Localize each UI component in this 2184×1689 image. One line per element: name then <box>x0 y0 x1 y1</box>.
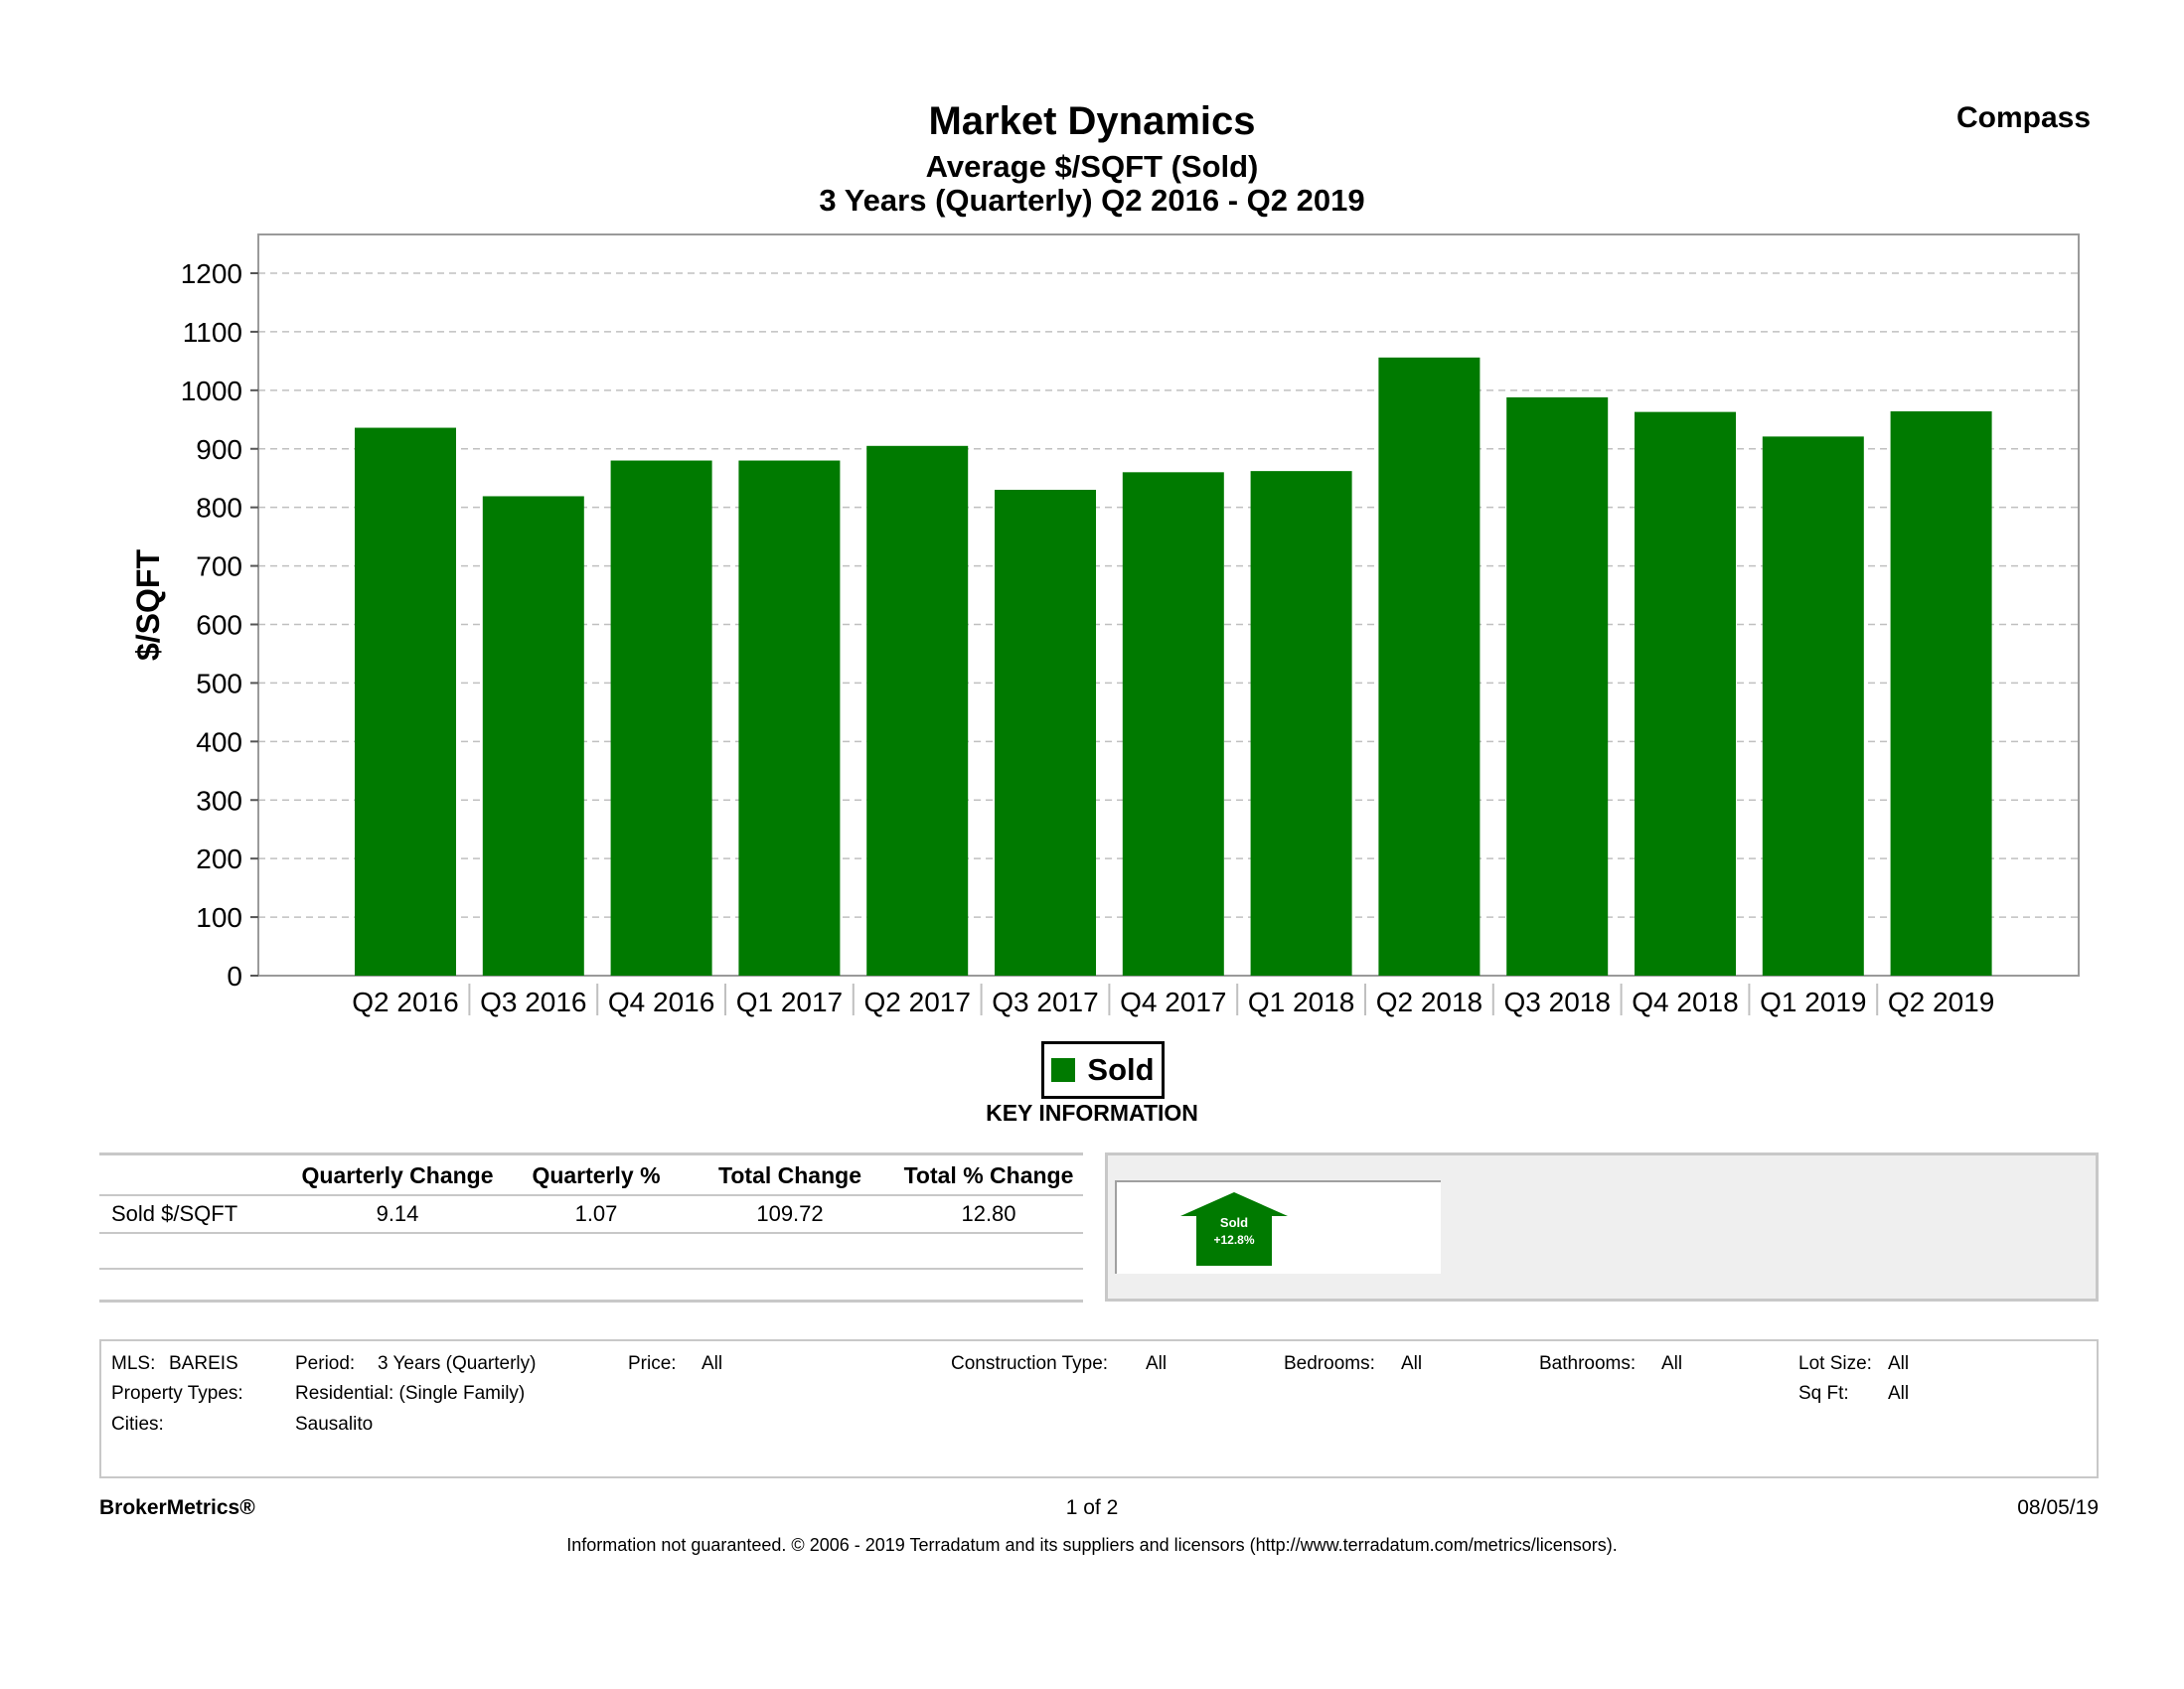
bedrooms-label: Bedrooms: <box>1284 1353 1375 1374</box>
legend-label-sold: Sold <box>1087 1052 1155 1087</box>
bar-q3-2016 <box>482 496 584 976</box>
period-label: Period: <box>295 1353 356 1374</box>
bar-q4-2016 <box>610 460 712 976</box>
key-information-heading: KEY INFORMATION <box>986 1100 1198 1126</box>
x-tick-label: Q2 2016 <box>352 987 458 1017</box>
change-badge-area: Sold +12.8% <box>1115 1180 1441 1274</box>
y-tick-label: 200 <box>196 844 242 874</box>
property-types-value: Residential: (Single Family) <box>295 1383 526 1404</box>
search-criteria-box: MLS: BAREIS Period: 3 Years (Quarterly) … <box>99 1339 2099 1478</box>
y-tick-label: 1200 <box>181 258 242 289</box>
y-tick-label: 700 <box>196 551 242 582</box>
bar-q3-2017 <box>995 489 1096 976</box>
col-quarterly-percent: Quarterly % <box>532 1162 661 1188</box>
chart-legend: Sold <box>1041 1041 1165 1099</box>
x-tick-label: Q1 2018 <box>1248 987 1354 1017</box>
badge-label: Sold <box>1220 1215 1248 1230</box>
disclaimer: Information not guaranteed. © 2006 - 201… <box>566 1535 1618 1555</box>
y-tick-label: 1000 <box>181 376 242 406</box>
bar-chart: 0 100 200 300 400 500 600 700 800 900 1000 1100 1200… <box>130 233 2080 1017</box>
cities-label: Cities: <box>111 1414 164 1435</box>
x-tick-label: Q3 2018 <box>1503 987 1610 1017</box>
bar-q2-2016 <box>355 427 456 976</box>
cell-total-percent-change: 12.80 <box>961 1201 1016 1226</box>
bar-q2-2017 <box>866 445 969 976</box>
lot-size-label: Lot Size: <box>1798 1353 1872 1374</box>
x-tick-label: Q1 2017 <box>736 987 843 1017</box>
col-quarterly-change: Quarterly Change <box>301 1162 494 1188</box>
x-tick-label: Q4 2018 <box>1632 987 1738 1017</box>
bar-q1-2018 <box>1250 471 1352 976</box>
x-tick-label: Q1 2019 <box>1760 987 1866 1017</box>
x-tick-label: Q2 2019 <box>1888 987 1994 1017</box>
sq-ft-value: All <box>1888 1383 1910 1404</box>
table-rule-row <box>99 1268 1083 1270</box>
construction-type-label: Construction Type: <box>951 1353 1109 1374</box>
mls-label: MLS: <box>111 1353 156 1374</box>
table-rule-top <box>99 1152 1083 1155</box>
badge-change: +12.8% <box>1213 1233 1254 1247</box>
y-tick-label: 600 <box>196 610 242 641</box>
col-total-percent-change: Total % Change <box>903 1162 1074 1188</box>
cell-quarterly-change: 9.14 <box>376 1201 419 1226</box>
bar-q4-2017 <box>1122 472 1224 976</box>
brand-name: Compass <box>1955 101 2091 134</box>
price-value: All <box>702 1353 723 1374</box>
report-period: 3 Years (Quarterly) Q2 2016 - Q2 2019 <box>819 183 1365 218</box>
legend-swatch-sold <box>1051 1058 1076 1082</box>
property-types-label: Property Types: <box>111 1383 243 1404</box>
bar-q3-2018 <box>1506 396 1609 976</box>
x-tick-label: Q4 2016 <box>608 987 714 1017</box>
col-total-change: Total Change <box>718 1162 861 1188</box>
x-tick-label: Q3 2016 <box>480 987 586 1017</box>
report-date: 08/05/19 <box>2017 1496 2099 1519</box>
row-label-sold-sqft: Sold $/SQFT <box>111 1201 238 1226</box>
y-tick-label: 300 <box>196 785 242 816</box>
y-tick-label: 100 <box>196 902 242 933</box>
table-rule-bottom <box>99 1300 1083 1303</box>
price-label: Price: <box>628 1353 677 1374</box>
sq-ft-label: Sq Ft: <box>1798 1383 1849 1404</box>
lot-size-value: All <box>1888 1353 1910 1374</box>
report-subtitle: Average $/SQFT (Sold) <box>925 149 1259 184</box>
table-rule-row <box>99 1232 1083 1234</box>
x-tick-label: Q2 2017 <box>863 987 970 1017</box>
y-tick-label: 500 <box>196 668 242 698</box>
bathrooms-value: All <box>1661 1353 1683 1374</box>
bathrooms-label: Bathrooms: <box>1539 1353 1637 1374</box>
cell-quarterly-percent: 1.07 <box>574 1201 618 1226</box>
x-tick-label: Q3 2017 <box>992 987 1098 1017</box>
up-arrow-icon: Sold +12.8% <box>1180 1192 1288 1266</box>
product-name: BrokerMetrics® <box>99 1496 255 1519</box>
construction-type-value: All <box>1146 1353 1168 1374</box>
bar-q2-2019 <box>1890 411 1992 976</box>
x-tick-labels: Q2 2016 Q3 2016 Q4 2016 Q1 2017 Q2 2017 Q3 20… <box>352 984 1994 1017</box>
bars <box>355 357 1992 977</box>
y-tick-label: 800 <box>196 493 242 524</box>
page-number: 1 of 2 <box>1065 1496 1119 1519</box>
y-axis-label: $/SQFT <box>130 549 166 661</box>
y-tick-labels: 0 100 200 300 400 500 600 700 800 900 1000 1100 1200 <box>181 258 258 992</box>
x-tick-label: Q2 2018 <box>1376 987 1482 1017</box>
y-tick-label: 0 <box>227 961 242 992</box>
y-tick-label: 1100 <box>183 317 242 348</box>
bar-q1-2017 <box>738 460 841 976</box>
cities-value: Sausalito <box>295 1414 374 1435</box>
mls-value: BAREIS <box>169 1353 238 1374</box>
cell-total-change: 109.72 <box>756 1201 824 1226</box>
period-value: 3 Years (Quarterly) <box>378 1353 537 1374</box>
bar-q1-2019 <box>1762 436 1864 976</box>
bar-q4-2018 <box>1635 411 1736 976</box>
bedrooms-value: All <box>1401 1353 1423 1374</box>
x-tick-label: Q4 2017 <box>1120 987 1226 1017</box>
report-title: Market Dynamics <box>928 99 1256 143</box>
y-tick-label: 400 <box>196 726 242 757</box>
table-rule-header <box>99 1194 1083 1196</box>
y-tick-label: 900 <box>196 434 242 465</box>
bar-q2-2018 <box>1378 357 1481 977</box>
